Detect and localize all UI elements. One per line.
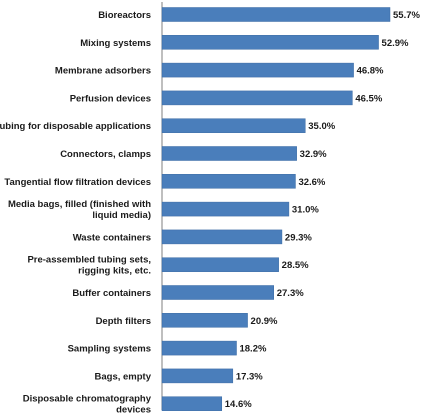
category-label-4: Tubing for disposable applications xyxy=(0,121,151,132)
bar-14 xyxy=(161,396,223,411)
value-label-7: 31.0% xyxy=(292,205,319,216)
value-label-9: 28.5% xyxy=(282,260,309,271)
value-label-8: 29.3% xyxy=(285,232,312,243)
category-label-8: Waste containers xyxy=(73,232,151,243)
category-label-13-line-0: Bags, empty xyxy=(95,371,152,382)
category-label-8-line-0: Waste containers xyxy=(73,232,151,243)
category-label-7-line-1: liquid media) xyxy=(92,210,151,221)
value-label-2: 46.8% xyxy=(357,66,384,77)
value-label-4: 35.0% xyxy=(308,121,335,132)
value-label-0: 55.7% xyxy=(393,10,420,21)
category-label-12: Sampling systems xyxy=(68,344,151,355)
category-label-11: Depth filters xyxy=(96,316,151,327)
category-label-0: Bioreactors xyxy=(98,10,151,21)
category-label-0-line-0: Bioreactors xyxy=(98,10,151,21)
category-label-3: Perfusion devices xyxy=(70,93,151,104)
bars-group: 55.7% Bioreactors 52.9% Mixing systems 46.8%… xyxy=(0,7,420,414)
value-label-6: 32.6% xyxy=(298,177,325,188)
category-label-12-line-0: Sampling systems xyxy=(68,344,151,355)
category-label-13: Bags, empty xyxy=(95,371,152,382)
category-label-1-line-0: Mixing systems xyxy=(80,38,151,49)
category-label-7-line-0: Media bags, filled (finished with xyxy=(8,199,151,210)
category-label-9-line-0: Pre-assembled tubing sets, xyxy=(27,255,151,266)
bar-9 xyxy=(161,257,279,272)
bar-0 xyxy=(161,7,391,22)
bar-5 xyxy=(161,146,297,161)
value-label-1: 52.9% xyxy=(382,38,409,49)
category-label-1: Mixing systems xyxy=(80,38,151,49)
value-label-14: 14.6% xyxy=(225,399,252,410)
bar-8 xyxy=(161,229,283,245)
category-label-4-line-0: Tubing for disposable applications xyxy=(0,121,151,132)
value-label-3: 46.5% xyxy=(355,93,382,104)
category-label-2: Membrane adsorbers xyxy=(55,66,151,77)
value-label-12: 18.2% xyxy=(239,344,266,355)
category-label-6-line-0: Tangential flow filtration devices xyxy=(4,177,151,188)
category-label-14-line-0: Disposable chromatography xyxy=(23,394,152,405)
value-label-11: 20.9% xyxy=(251,316,278,327)
bar-1 xyxy=(161,35,379,50)
category-label-3-line-0: Perfusion devices xyxy=(70,93,151,104)
category-label-10: Buffer containers xyxy=(72,288,151,299)
value-label-10: 27.3% xyxy=(277,288,304,299)
category-label-14-line-1: devices xyxy=(116,405,151,414)
bar-10 xyxy=(161,285,274,300)
bar-7 xyxy=(161,201,290,217)
bar-3 xyxy=(161,90,353,106)
category-label-9: Pre-assembled tubing sets, rigging kits, … xyxy=(27,255,151,277)
category-label-5: Connectors, clamps xyxy=(60,149,151,160)
category-label-6: Tangential flow filtration devices xyxy=(4,177,151,188)
value-label-5: 32.9% xyxy=(300,149,327,160)
bar-13 xyxy=(161,368,234,384)
category-label-2-line-0: Membrane adsorbers xyxy=(55,66,151,77)
bar-11 xyxy=(161,313,248,328)
category-label-9-line-1: rigging kits, etc. xyxy=(78,266,151,277)
bar-4 xyxy=(161,118,306,133)
bar-6 xyxy=(161,174,296,189)
category-label-5-line-0: Connectors, clamps xyxy=(60,149,151,160)
category-label-14: Disposable chromatography devices xyxy=(23,394,152,414)
bar-12 xyxy=(161,340,237,356)
bar-2 xyxy=(161,62,354,78)
value-label-13: 17.3% xyxy=(236,371,263,382)
category-label-10-line-0: Buffer containers xyxy=(72,288,151,299)
category-label-7: Media bags, filled (finished with liquid … xyxy=(8,199,151,221)
category-label-11-line-0: Depth filters xyxy=(96,316,151,327)
